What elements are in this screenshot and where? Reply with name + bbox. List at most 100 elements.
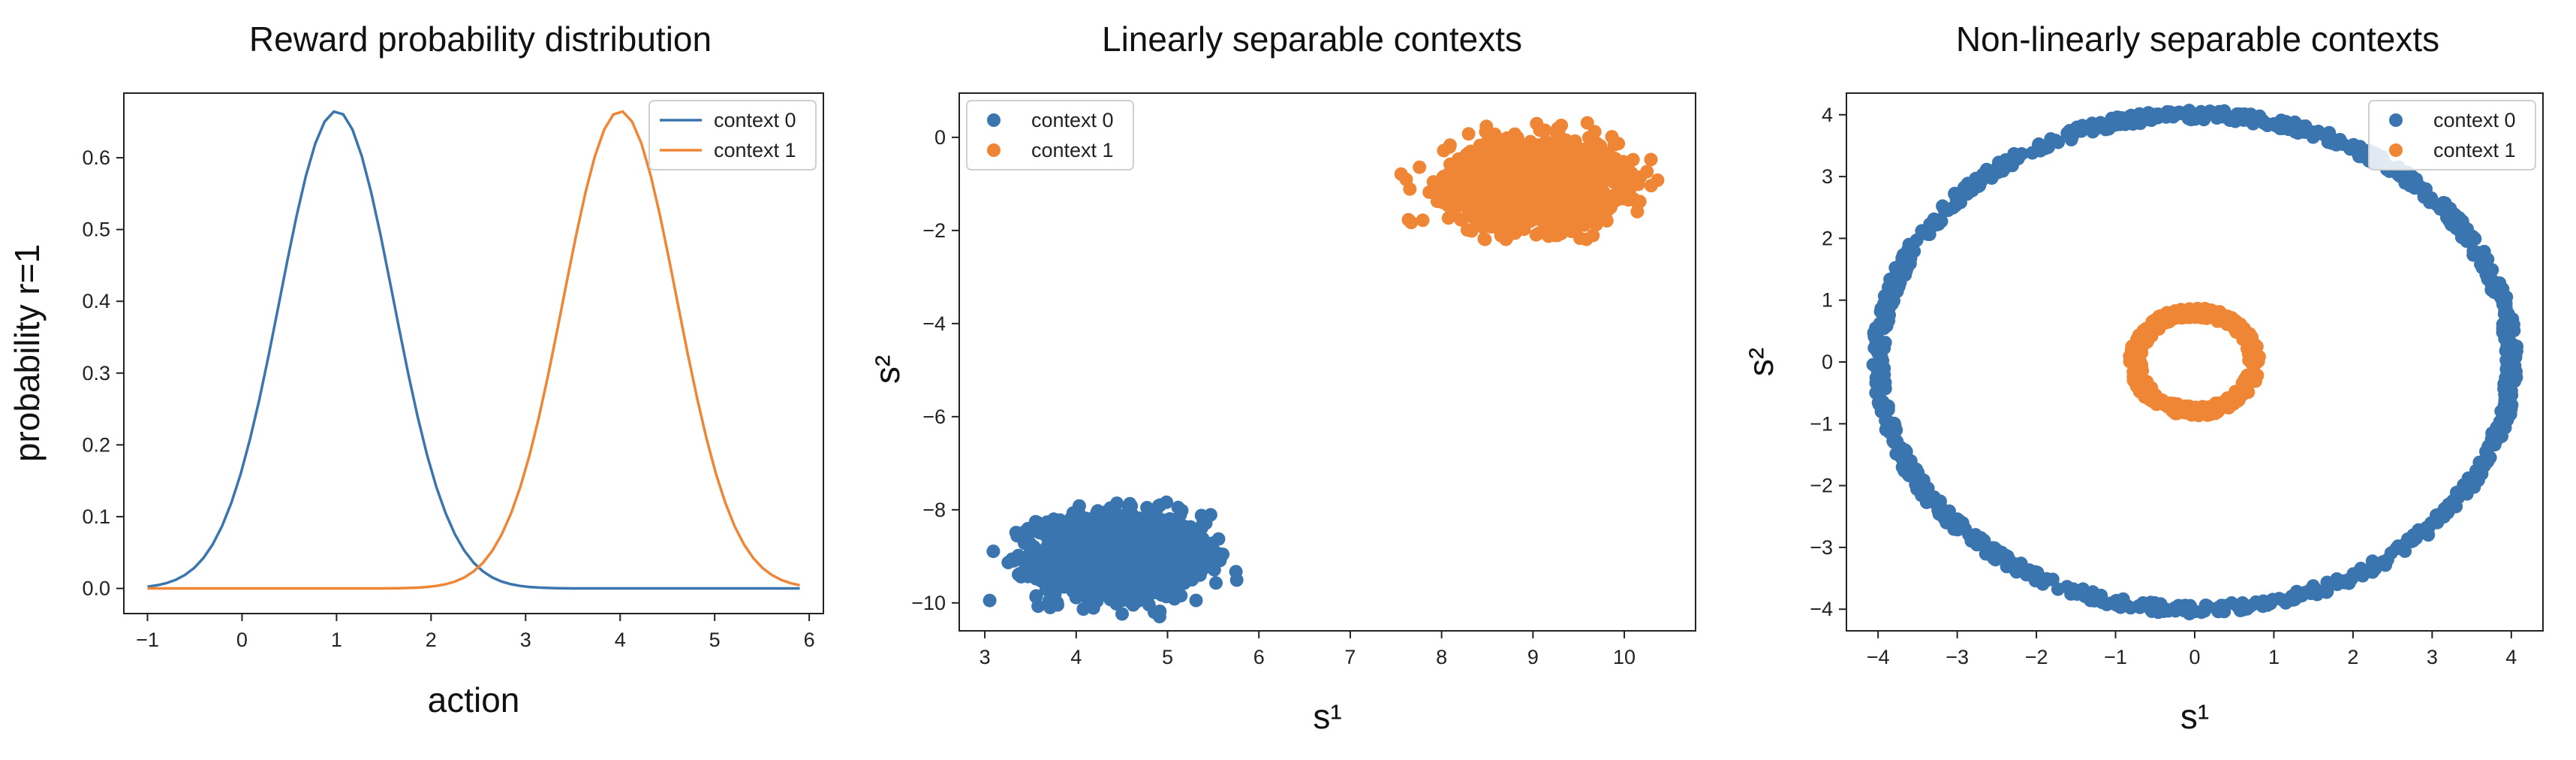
legend: context 0 context 1 bbox=[2368, 100, 2536, 170]
scatter-point bbox=[1081, 588, 1095, 602]
scatter-point bbox=[1106, 535, 1120, 549]
scatter-point bbox=[2391, 539, 2406, 553]
scatter-point bbox=[2309, 127, 2323, 141]
scatter-point bbox=[1533, 123, 1547, 137]
scatter-point bbox=[1137, 514, 1151, 529]
scatter-point bbox=[1399, 172, 1413, 186]
legend: context 0 context 1 bbox=[649, 100, 817, 170]
scatter-point bbox=[1480, 210, 1494, 225]
scatter-point bbox=[1538, 163, 1552, 177]
scatter-point bbox=[1876, 297, 1891, 311]
scatter-point bbox=[983, 593, 997, 608]
series-points-0 bbox=[983, 495, 1244, 623]
x-tick-label: −3 bbox=[1946, 646, 1969, 668]
legend-box bbox=[649, 100, 817, 170]
scatter-point bbox=[1526, 210, 1540, 224]
scatter-point bbox=[1507, 202, 1521, 216]
scatter-point bbox=[1181, 572, 1196, 587]
scatter-point bbox=[1580, 116, 1594, 130]
scatter-point bbox=[1561, 183, 1575, 198]
scatter-point bbox=[1022, 548, 1036, 562]
scatter-point bbox=[1591, 157, 1605, 171]
scatter-point bbox=[1991, 548, 2005, 562]
scatter-point bbox=[1207, 550, 1221, 564]
scatter-point bbox=[2109, 593, 2123, 608]
scatter-point bbox=[1193, 568, 1207, 582]
scatter-point bbox=[2133, 112, 2147, 126]
scatter-point bbox=[2233, 107, 2247, 122]
legend-swatch bbox=[987, 113, 1001, 127]
scatter-point bbox=[1093, 532, 1106, 546]
x-tick-label: 3 bbox=[2427, 646, 2438, 668]
scatter-point bbox=[1155, 545, 1169, 559]
scatter-point bbox=[1572, 143, 1587, 158]
scatter-point bbox=[2504, 351, 2517, 366]
scatter-point bbox=[1413, 160, 1427, 174]
scatter-point bbox=[2498, 388, 2512, 402]
scatter-point bbox=[1158, 514, 1172, 528]
y-tick-label: −2 bbox=[1810, 475, 1833, 497]
scatter-point bbox=[1130, 568, 1144, 582]
scatter-point bbox=[1446, 164, 1461, 179]
legend-swatch bbox=[2389, 143, 2403, 157]
y-axis-label: probability r=1 bbox=[8, 244, 47, 462]
scatter-point bbox=[1630, 204, 1645, 219]
scatter-point bbox=[2200, 599, 2214, 613]
y-tick-label: 2 bbox=[1822, 227, 1833, 249]
scatter-point bbox=[1014, 569, 1028, 584]
scatter-point bbox=[1961, 176, 1975, 191]
scatter-point bbox=[1573, 231, 1587, 246]
scatter-point bbox=[1559, 133, 1573, 147]
y-tick-label: −8 bbox=[922, 499, 946, 521]
scatter-point bbox=[1545, 147, 1560, 161]
scatter-point bbox=[2136, 327, 2150, 341]
scatter-point bbox=[1575, 204, 1590, 219]
scatter-point bbox=[1115, 607, 1129, 621]
scatter-point bbox=[1034, 574, 1049, 588]
scatter-point bbox=[1074, 525, 1088, 539]
plot-frame bbox=[1846, 92, 2544, 632]
x-tick-label: 6 bbox=[804, 629, 815, 651]
scatter-point bbox=[2178, 599, 2192, 613]
scatter-point bbox=[1070, 557, 1084, 572]
scatter-point bbox=[1229, 573, 1244, 587]
scatter-point bbox=[1554, 162, 1568, 176]
scatter-point bbox=[1903, 252, 1918, 266]
scatter-point bbox=[2287, 593, 2301, 607]
scatter-point bbox=[2154, 309, 2168, 323]
scatter-point bbox=[1139, 582, 1153, 596]
series-points-1 bbox=[2123, 301, 2266, 423]
scatter-point bbox=[2441, 505, 2455, 520]
y-tick-label: 0.4 bbox=[82, 290, 110, 312]
scatter-point bbox=[2196, 306, 2210, 321]
scatter-point bbox=[2501, 306, 2515, 321]
scatter-point bbox=[2183, 310, 2197, 324]
x-axis-label: s¹ bbox=[2180, 697, 2209, 736]
scatter-point bbox=[1922, 228, 1937, 241]
scatter-point bbox=[1599, 214, 1614, 228]
scatter-point bbox=[1464, 224, 1479, 238]
scatter-point bbox=[2472, 247, 2486, 261]
chart-title: Reward probability distribution bbox=[249, 20, 712, 59]
scatter-point bbox=[2130, 363, 2144, 377]
x-tick-label: −2 bbox=[2025, 646, 2048, 668]
scatter-point bbox=[1468, 207, 1482, 221]
scatter-point bbox=[1550, 222, 1564, 236]
scatter-point bbox=[1031, 599, 1046, 614]
scatter-point bbox=[1899, 264, 1913, 278]
scatter-point bbox=[1624, 166, 1639, 180]
legend-swatch bbox=[2389, 113, 2403, 127]
scatter-point bbox=[2143, 393, 2157, 407]
scatter-point bbox=[1073, 572, 1088, 587]
y-tick-label: −6 bbox=[922, 406, 946, 428]
series-line-0 bbox=[147, 110, 800, 590]
scatter-point bbox=[2036, 577, 2050, 591]
chart-2: Non-linearly separable contexts −4 −3 −2 −1 0… bbox=[1741, 20, 2544, 736]
scatter-point bbox=[1114, 511, 1128, 525]
scatter-point bbox=[1500, 230, 1514, 244]
scatter-point bbox=[1920, 489, 1934, 503]
scatter-point bbox=[1871, 383, 1885, 397]
scatter-point bbox=[1129, 581, 1143, 596]
y-tick-label: −4 bbox=[922, 312, 946, 335]
scatter-point bbox=[2273, 122, 2287, 135]
